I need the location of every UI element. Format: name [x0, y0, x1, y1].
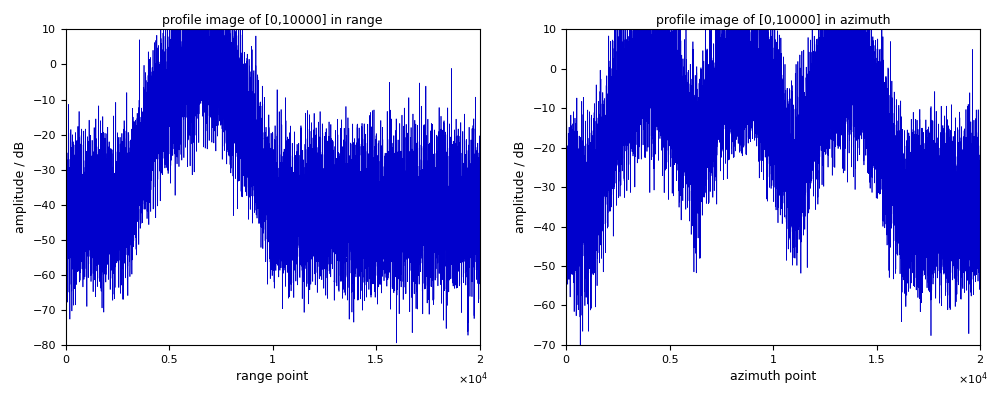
X-axis label: range point: range point — [236, 370, 308, 383]
Text: $\times 10^4$: $\times 10^4$ — [457, 370, 487, 387]
Title: profile image of [0,10000] in azimuth: profile image of [0,10000] in azimuth — [656, 14, 890, 27]
Y-axis label: amplitude / dB: amplitude / dB — [14, 141, 27, 233]
Y-axis label: amplitude / dB: amplitude / dB — [515, 141, 528, 233]
Text: $\times 10^4$: $\times 10^4$ — [958, 370, 988, 387]
X-axis label: azimuth point: azimuth point — [730, 370, 816, 383]
Title: profile image of [0,10000] in range: profile image of [0,10000] in range — [162, 14, 382, 27]
